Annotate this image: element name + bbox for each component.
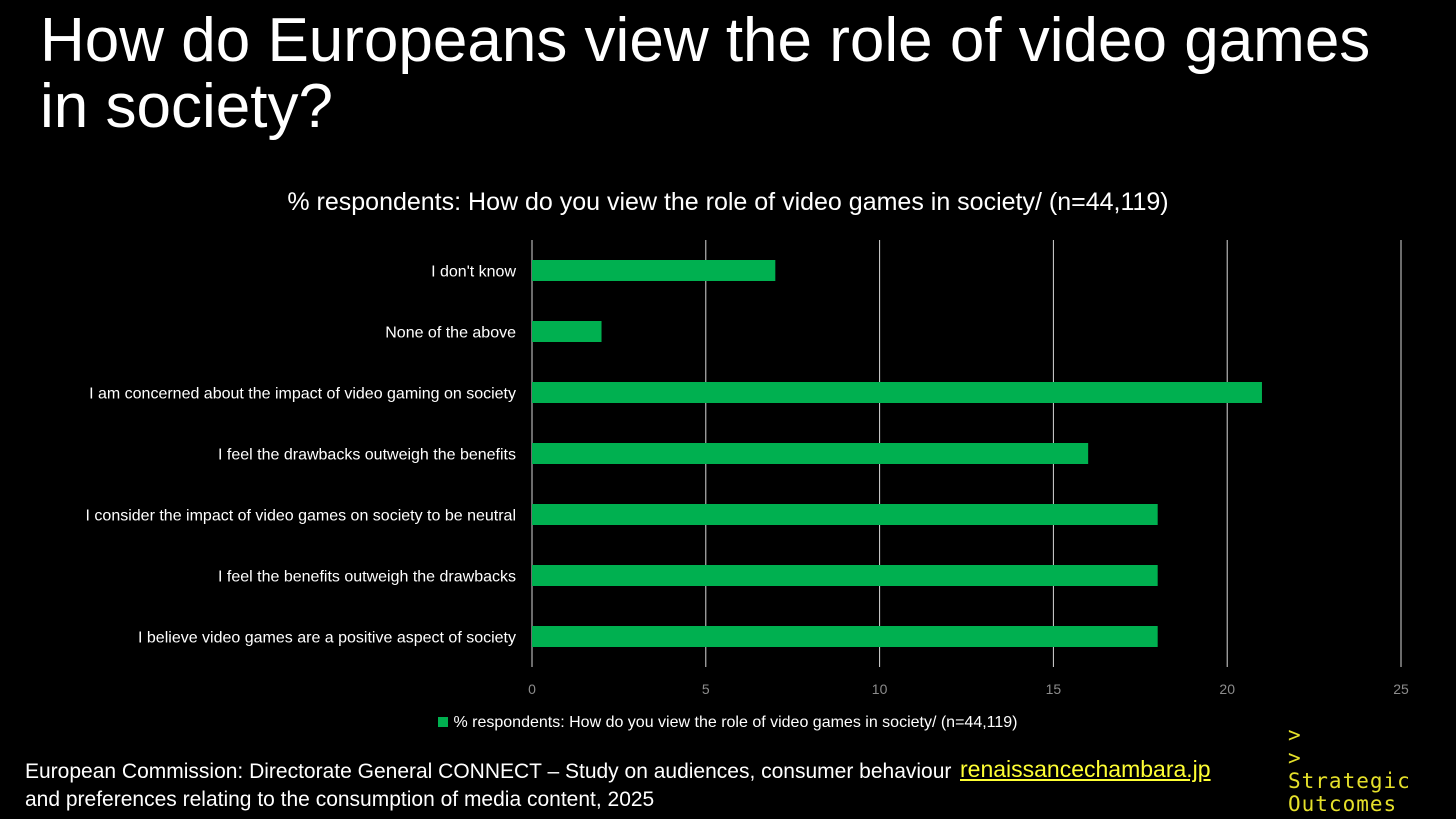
x-tick-label: 0 — [528, 681, 536, 697]
source-citation: European Commission: Directorate General… — [25, 760, 952, 811]
bar — [532, 321, 602, 342]
x-tick-label: 20 — [1219, 681, 1235, 697]
bar — [532, 260, 776, 281]
website-link[interactable]: renaissancechambara.jp — [960, 756, 1211, 782]
x-tick-label: 10 — [872, 681, 888, 697]
category-label: I feel the benefits outweigh the drawbac… — [218, 569, 516, 586]
category-label: None of the above — [385, 325, 516, 342]
logo-line: Outcomes — [1288, 792, 1398, 816]
chart-legend: % respondents: How do you view the role … — [0, 714, 1456, 732]
category-label: I believe video games are a positive asp… — [138, 630, 516, 647]
category-label: I feel the drawbacks outweigh the benefi… — [218, 447, 516, 464]
bar — [532, 382, 1262, 403]
x-tick-label: 25 — [1393, 681, 1409, 697]
category-label: I consider the impact of video games on … — [86, 508, 516, 525]
bar — [532, 626, 1158, 647]
legend-swatch — [438, 717, 449, 727]
slide-title: How do Europeans view the role of video … — [40, 6, 1371, 141]
category-label: I am concerned about the impact of video… — [89, 386, 516, 403]
logo-line: > — [1288, 746, 1302, 770]
chart-title: % respondents: How do you view the role … — [287, 188, 1169, 216]
category-label: I don't know — [431, 264, 516, 281]
logo-line: > — [1288, 723, 1302, 747]
legend-label: % respondents: How do you view the role … — [453, 714, 1018, 731]
bar — [532, 565, 1158, 586]
x-tick-label: 15 — [1046, 681, 1062, 697]
strategic-outcomes-logo: > > Strategic Outcomes — [1288, 724, 1411, 816]
bar — [532, 443, 1089, 464]
x-tick-label: 5 — [702, 681, 710, 697]
bar — [532, 504, 1158, 525]
logo-line: Strategic — [1288, 769, 1411, 793]
